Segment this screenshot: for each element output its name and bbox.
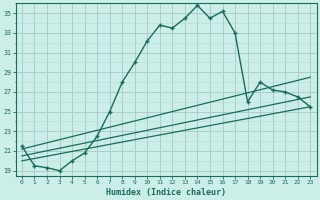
X-axis label: Humidex (Indice chaleur): Humidex (Indice chaleur) bbox=[106, 188, 226, 197]
